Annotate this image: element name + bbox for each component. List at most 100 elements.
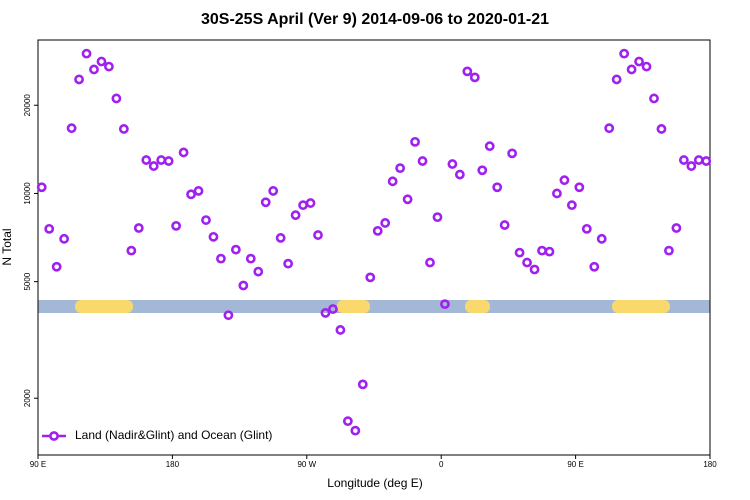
data-point xyxy=(148,161,159,171)
y-tick-label: 10000 xyxy=(23,182,32,205)
data-point xyxy=(44,223,55,234)
data-point xyxy=(701,156,712,166)
data-point xyxy=(611,74,622,85)
data-point xyxy=(320,308,331,318)
data-point xyxy=(671,223,682,233)
data-point xyxy=(104,61,114,72)
land-band xyxy=(612,300,670,313)
land-band xyxy=(75,300,133,313)
coverage-band xyxy=(38,300,710,313)
data-point xyxy=(141,155,152,165)
data-point xyxy=(59,233,70,244)
data-point xyxy=(410,136,420,147)
data-point xyxy=(447,159,458,169)
legend-label: Land (Nadir&Glint) and Ocean (Glint) xyxy=(75,428,272,442)
y-tick-label: 20000 xyxy=(23,94,32,117)
data-point xyxy=(634,56,644,67)
data-point xyxy=(656,124,667,134)
data-point xyxy=(365,272,376,283)
data-point xyxy=(537,245,547,256)
data-point xyxy=(133,223,144,233)
y-tick-label: 5000 xyxy=(23,272,32,290)
data-point xyxy=(342,416,353,427)
data-point xyxy=(118,124,129,134)
data-point xyxy=(126,245,137,256)
data-point xyxy=(544,246,555,257)
data-point xyxy=(305,198,316,208)
data-point xyxy=(201,215,211,225)
data-point xyxy=(686,161,697,171)
data-point xyxy=(372,225,383,236)
data-point xyxy=(230,244,241,255)
data-point xyxy=(641,61,652,72)
data-point xyxy=(454,169,465,180)
data-point xyxy=(275,233,286,243)
data-point xyxy=(552,188,562,199)
data-point xyxy=(693,155,704,165)
x-tick-label: 90 E xyxy=(30,460,46,469)
data-point xyxy=(499,220,510,230)
data-point xyxy=(156,155,167,165)
data-point xyxy=(477,165,488,176)
data-point xyxy=(193,186,204,196)
data-point xyxy=(484,141,495,152)
data-point xyxy=(253,266,264,277)
data-point xyxy=(649,93,659,104)
data-point xyxy=(238,280,249,291)
data-point xyxy=(529,264,540,275)
data-point xyxy=(96,56,107,67)
data-point xyxy=(208,231,219,242)
plot-frame xyxy=(37,39,711,456)
data-point xyxy=(574,182,585,193)
data-point xyxy=(559,175,570,186)
data-point xyxy=(66,123,77,134)
data-point xyxy=(432,212,443,223)
data-point xyxy=(492,182,503,193)
data-point xyxy=(335,325,346,335)
data-point xyxy=(290,210,301,221)
data-point xyxy=(507,148,518,159)
data-point xyxy=(402,194,413,205)
data-point xyxy=(186,189,196,200)
y-axis-label: N Total xyxy=(0,228,14,265)
data-point xyxy=(260,197,271,208)
x-tick-label: 90 E xyxy=(567,460,583,469)
legend-marker xyxy=(49,431,59,441)
data-point xyxy=(417,156,428,166)
x-tick-label: 90 W xyxy=(297,460,316,469)
data-point xyxy=(313,230,323,240)
data-point xyxy=(283,258,294,269)
chart-title: 30S-25S April (Ver 9) 2014-09-06 to 2020… xyxy=(201,11,549,28)
data-point xyxy=(74,74,84,85)
data-point xyxy=(163,156,174,166)
data-point xyxy=(462,66,473,77)
ocean-band xyxy=(38,300,710,313)
data-point xyxy=(440,299,450,310)
data-point xyxy=(596,233,607,244)
data-point xyxy=(425,257,435,268)
x-tick-label: 180 xyxy=(703,460,717,469)
data-point xyxy=(357,379,368,390)
data-point xyxy=(51,261,62,272)
data-point xyxy=(268,186,279,196)
data-point xyxy=(604,123,615,134)
data-point xyxy=(566,200,577,211)
data-point xyxy=(171,220,182,231)
x-tick-label: 180 xyxy=(166,460,180,469)
x-axis-label: Longitude (deg E) xyxy=(327,476,422,490)
data-point xyxy=(380,218,391,228)
data-point xyxy=(245,253,256,264)
data-point xyxy=(678,155,689,165)
y-tick-label: 2000 xyxy=(23,389,32,407)
data-point xyxy=(111,93,122,104)
land-band xyxy=(465,300,490,313)
data-point xyxy=(514,247,525,258)
data-point xyxy=(664,245,674,256)
data-point xyxy=(395,163,406,174)
data-point xyxy=(328,304,338,314)
data-point xyxy=(298,200,308,211)
data-point xyxy=(522,257,532,268)
data-point xyxy=(387,176,398,187)
data-point xyxy=(626,64,637,75)
